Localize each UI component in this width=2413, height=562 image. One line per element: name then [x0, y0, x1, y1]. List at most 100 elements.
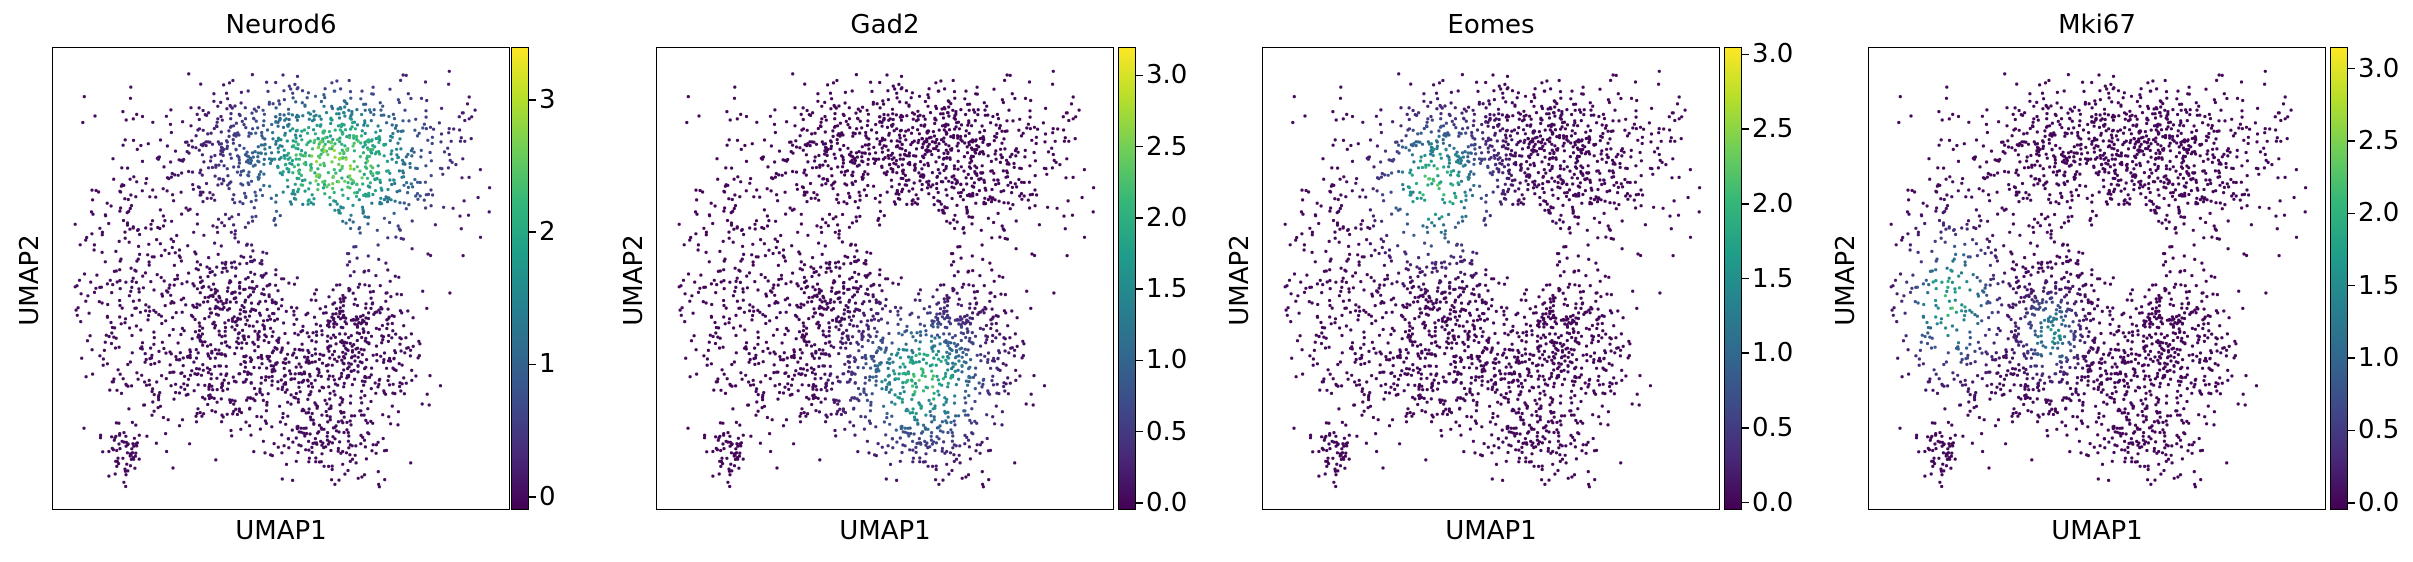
cell-point: [846, 123, 850, 127]
cell-point: [291, 144, 295, 148]
cell-point: [857, 150, 861, 154]
cell-point: [850, 89, 854, 93]
cell-point: [973, 170, 977, 174]
cell-point: [349, 394, 353, 398]
cell-point: [872, 161, 877, 165]
cell-point: [838, 300, 842, 304]
cell-point: [191, 315, 195, 319]
cell-point: [94, 286, 98, 290]
cell-point: [399, 129, 403, 133]
cell-point: [385, 366, 389, 370]
cell-point: [792, 356, 796, 360]
cell-point: [202, 160, 206, 164]
cell-point: [790, 377, 795, 381]
cell-point: [822, 296, 826, 300]
cell-point: [389, 295, 393, 299]
cell-point: [957, 127, 961, 131]
cell-point: [879, 347, 883, 351]
cell-point: [1033, 188, 1037, 192]
cell-point: [854, 215, 858, 219]
cell-point: [989, 121, 993, 125]
cell-point: [730, 384, 734, 388]
cell-point: [303, 154, 307, 158]
cell-point: [919, 333, 923, 337]
cell-point: [127, 407, 131, 411]
cell-point: [103, 260, 107, 264]
cell-point: [75, 284, 79, 288]
cell-point: [213, 174, 217, 178]
cell-point: [125, 451, 129, 455]
cell-point: [114, 249, 118, 253]
cell-point: [357, 350, 361, 355]
cell-point: [836, 165, 840, 169]
cell-point: [269, 326, 273, 330]
cell-point: [355, 303, 360, 308]
cell-point: [826, 305, 830, 310]
cell-point: [348, 174, 352, 178]
cell-point: [798, 134, 802, 138]
cell-point: [294, 365, 298, 369]
cell-point: [722, 315, 726, 319]
cell-point: [736, 444, 740, 448]
cell-point: [336, 420, 340, 424]
cell-point: [362, 413, 366, 417]
cell-point: [138, 232, 142, 237]
cell-point: [922, 163, 926, 167]
cell-point: [437, 121, 441, 125]
cell-point: [323, 183, 327, 187]
cell-point: [941, 180, 945, 184]
cell-point: [424, 115, 428, 119]
cell-point: [812, 307, 816, 311]
cell-point: [704, 233, 708, 237]
cell-point: [320, 329, 324, 333]
cell-point: [267, 340, 271, 345]
cell-point: [853, 270, 857, 274]
cell-point: [115, 280, 119, 284]
cell-point: [796, 230, 800, 234]
cell-point: [831, 381, 835, 385]
cell-point: [358, 360, 362, 364]
cell-point: [323, 96, 327, 100]
cell-point: [938, 429, 942, 433]
cell-point: [966, 438, 971, 442]
cell-point: [297, 385, 301, 389]
cell-point: [201, 326, 205, 330]
cell-point: [767, 248, 771, 252]
cell-point: [867, 378, 872, 382]
cell-point: [878, 223, 882, 227]
cell-point: [205, 265, 209, 269]
cell-point: [240, 304, 244, 308]
cell-point: [934, 467, 938, 472]
cell-point: [144, 303, 148, 307]
cell-point: [214, 165, 218, 169]
cell-point: [342, 123, 346, 127]
cell-point: [325, 185, 329, 189]
cell-point: [192, 230, 196, 234]
cell-point: [930, 431, 934, 435]
cell-point: [348, 453, 352, 457]
cell-point: [90, 188, 94, 192]
cell-point: [343, 296, 347, 300]
cell-point: [99, 433, 103, 437]
cell-point: [305, 96, 309, 100]
cell-point: [190, 145, 195, 149]
cell-point: [817, 323, 822, 328]
cell-point: [756, 308, 760, 312]
cell-point: [744, 373, 748, 377]
cell-point: [180, 326, 184, 330]
cell-point: [363, 283, 367, 287]
cell-point: [269, 453, 273, 457]
cell-point: [262, 339, 266, 343]
cell-point: [478, 168, 482, 172]
cell-point: [873, 453, 877, 457]
cell-point: [213, 153, 217, 158]
cell-point: [289, 393, 293, 397]
cell-point: [975, 192, 979, 197]
cell-point: [1023, 96, 1028, 100]
cell-point: [986, 216, 990, 220]
cell-point: [904, 129, 908, 133]
cell-point: [118, 432, 122, 436]
cell-point: [115, 448, 119, 453]
cell-point: [947, 332, 951, 336]
cell-point: [147, 305, 151, 309]
